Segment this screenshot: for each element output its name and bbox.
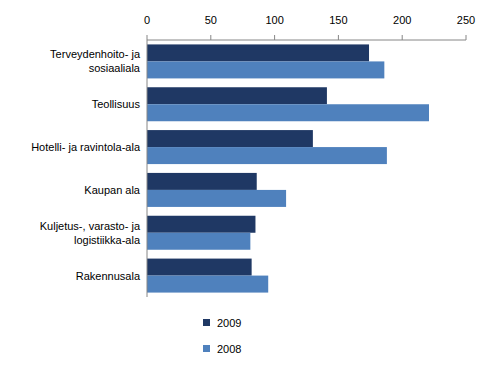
tick-mark xyxy=(210,35,211,40)
x-axis-line xyxy=(147,40,466,41)
y-axis-line xyxy=(147,40,148,297)
bar xyxy=(147,216,255,233)
bar xyxy=(147,130,313,147)
category-label: Hotelli- ja ravintola-ala xyxy=(31,141,141,153)
category-label: Kuljetus-, varasto- jalogistiikka-ala xyxy=(40,220,141,246)
category-label: Kaupan ala xyxy=(84,184,141,196)
tick-mark xyxy=(402,35,403,40)
legend: 2009 2008 xyxy=(203,317,241,355)
tick-mark xyxy=(147,35,148,40)
tick-label: 200 xyxy=(393,14,411,26)
legend-label: 2009 xyxy=(217,317,241,329)
legend-swatch xyxy=(203,319,210,326)
tick-label: 150 xyxy=(329,14,347,26)
bar xyxy=(147,173,257,190)
tick-label: 0 xyxy=(144,14,150,26)
bar xyxy=(147,147,387,164)
tick-mark xyxy=(466,35,467,40)
chart: 0 50 100 150 200 250 Terveydenhoito- jasosiaal… xyxy=(0,0,496,375)
legend-swatch xyxy=(203,345,210,352)
bar xyxy=(147,61,384,78)
category-label: Rakennusala xyxy=(76,270,141,282)
bars xyxy=(147,44,429,292)
tick-label: 250 xyxy=(457,14,475,26)
tick-mark xyxy=(274,35,275,40)
bar xyxy=(147,233,250,250)
category-label: Terveydenhoito- jasosiaaliala xyxy=(50,48,141,74)
bar xyxy=(147,87,327,104)
bar xyxy=(147,104,429,121)
tick-label: 100 xyxy=(265,14,283,26)
bar xyxy=(147,259,252,276)
category-label: Teollisuus xyxy=(92,98,141,110)
tick-mark xyxy=(338,35,339,40)
bar xyxy=(147,276,268,293)
legend-label: 2008 xyxy=(217,343,241,355)
tick-label: 50 xyxy=(205,14,217,26)
chart-container: 0 50 100 150 200 250 Terveydenhoito- jasosiaal… xyxy=(0,0,496,375)
bar xyxy=(147,44,369,61)
bar xyxy=(147,190,286,207)
